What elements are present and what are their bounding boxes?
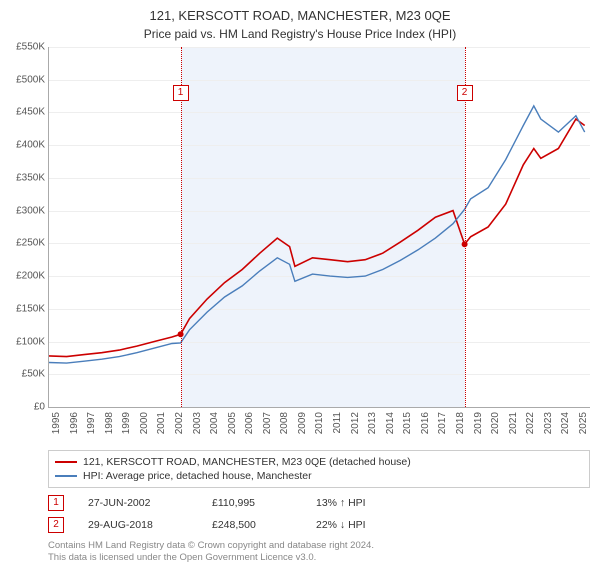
y-tick-label: £400K xyxy=(1,140,45,151)
y-tick-label: £50K xyxy=(1,369,45,380)
footer: Contains HM Land Registry data © Crown c… xyxy=(48,540,590,565)
x-tick-label: 2015 xyxy=(402,412,413,434)
x-tick-label: 1998 xyxy=(104,412,115,434)
x-tick-label: 2023 xyxy=(543,412,554,434)
x-tick-label: 1997 xyxy=(86,412,97,434)
y-tick-label: £450K xyxy=(1,107,45,118)
x-axis-labels: 1995 1996 1997 1998 1999 2000 2001 2002 2003 2004… xyxy=(48,408,590,444)
x-tick-label: 1999 xyxy=(121,412,132,434)
x-tick-label: 2022 xyxy=(525,412,536,434)
sale-date: 29-AUG-2018 xyxy=(88,519,188,531)
x-tick-label: 2012 xyxy=(350,412,361,434)
plot: £0£50K£100K£150K£200K£250K£300K£350K£400… xyxy=(49,47,590,407)
footer-line: Contains HM Land Registry data © Crown c… xyxy=(48,540,590,552)
footer-line: This data is licensed under the Open Gov… xyxy=(48,552,590,564)
legend-item: 121, KERSCOTT ROAD, MANCHESTER, M23 0QE … xyxy=(55,455,583,469)
x-tick-label: 2013 xyxy=(367,412,378,434)
x-tick-label: 1995 xyxy=(51,412,62,434)
y-tick-label: £0 xyxy=(1,402,45,413)
chart-plot-area: £0£50K£100K£150K£200K£250K£300K£350K£400… xyxy=(48,47,590,408)
x-tick-label: 2014 xyxy=(385,412,396,434)
x-tick-label: 2001 xyxy=(156,412,167,434)
x-tick-label: 2009 xyxy=(297,412,308,434)
y-tick-label: £350K xyxy=(1,172,45,183)
marker-vline xyxy=(181,47,182,407)
sale-price: £248,500 xyxy=(212,519,292,531)
x-tick-label: 2007 xyxy=(262,412,273,434)
sale-date: 27-JUN-2002 xyxy=(88,497,188,509)
y-tick-label: £550K xyxy=(1,42,45,53)
marker-vline xyxy=(465,47,466,407)
y-tick-label: £100K xyxy=(1,336,45,347)
legend-label: HPI: Average price, detached house, Manc… xyxy=(83,470,312,482)
sale-row: 1 27-JUN-2002 £110,995 13% ↑ HPI xyxy=(48,492,590,514)
y-tick-label: £300K xyxy=(1,205,45,216)
x-tick-label: 1996 xyxy=(69,412,80,434)
x-tick-label: 2019 xyxy=(473,412,484,434)
x-tick-label: 2017 xyxy=(437,412,448,434)
y-tick-label: £500K xyxy=(1,74,45,85)
x-tick-label: 2008 xyxy=(279,412,290,434)
x-tick-label: 2003 xyxy=(192,412,203,434)
x-tick-label: 2000 xyxy=(139,412,150,434)
x-tick-label: 2010 xyxy=(314,412,325,434)
x-tick-label: 2016 xyxy=(420,412,431,434)
x-tick-label: 2011 xyxy=(332,412,343,434)
series-line xyxy=(49,119,585,357)
chart-container: 121, KERSCOTT ROAD, MANCHESTER, M23 0QE … xyxy=(0,0,600,560)
series-line xyxy=(49,106,585,363)
x-tick-label: 2025 xyxy=(578,412,589,434)
legend-item: HPI: Average price, detached house, Manc… xyxy=(55,469,583,483)
legend: 121, KERSCOTT ROAD, MANCHESTER, M23 0QE … xyxy=(48,450,590,488)
x-tick-label: 2004 xyxy=(209,412,220,434)
x-tick-label: 2006 xyxy=(244,412,255,434)
chart-subtitle: Price paid vs. HM Land Registry's House … xyxy=(0,23,600,47)
x-tick-label: 2021 xyxy=(508,412,519,434)
series-lines xyxy=(49,47,590,407)
sale-price: £110,995 xyxy=(212,497,292,509)
x-tick-label: 2002 xyxy=(174,412,185,434)
legend-swatch xyxy=(55,461,77,463)
sales-table: 1 27-JUN-2002 £110,995 13% ↑ HPI 2 29-AU… xyxy=(48,492,590,536)
x-tick-label: 2020 xyxy=(490,412,501,434)
x-tick-label: 2018 xyxy=(455,412,466,434)
marker-label: 1 xyxy=(173,85,189,101)
y-tick-label: £150K xyxy=(1,303,45,314)
x-tick-label: 2005 xyxy=(227,412,238,434)
sale-diff: 22% ↓ HPI xyxy=(316,519,406,531)
x-tick-label: 2024 xyxy=(560,412,571,434)
y-tick-label: £250K xyxy=(1,238,45,249)
sale-marker: 1 xyxy=(48,495,64,511)
sale-diff: 13% ↑ HPI xyxy=(316,497,406,509)
legend-swatch xyxy=(55,475,77,477)
chart-title: 121, KERSCOTT ROAD, MANCHESTER, M23 0QE xyxy=(0,0,600,23)
y-tick-label: £200K xyxy=(1,271,45,282)
sale-marker: 2 xyxy=(48,517,64,533)
legend-label: 121, KERSCOTT ROAD, MANCHESTER, M23 0QE … xyxy=(83,456,411,468)
marker-label: 2 xyxy=(457,85,473,101)
sale-row: 2 29-AUG-2018 £248,500 22% ↓ HPI xyxy=(48,514,590,536)
